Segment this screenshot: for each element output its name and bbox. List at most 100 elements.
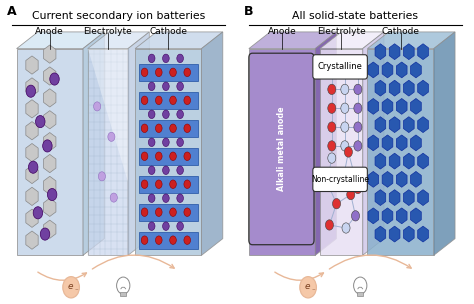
Text: e: e: [67, 282, 73, 291]
Circle shape: [110, 193, 118, 202]
Polygon shape: [382, 135, 393, 151]
Circle shape: [170, 208, 176, 216]
Circle shape: [148, 54, 155, 63]
Polygon shape: [375, 117, 386, 133]
Polygon shape: [201, 32, 223, 255]
Polygon shape: [44, 45, 56, 63]
Circle shape: [117, 277, 130, 294]
Circle shape: [36, 116, 45, 128]
Circle shape: [93, 102, 100, 111]
Circle shape: [300, 277, 317, 298]
Polygon shape: [26, 78, 38, 96]
Circle shape: [47, 188, 57, 201]
Polygon shape: [410, 171, 421, 187]
Polygon shape: [375, 190, 386, 206]
Circle shape: [43, 140, 52, 152]
Text: Anode: Anode: [268, 27, 296, 36]
Polygon shape: [88, 49, 128, 255]
Circle shape: [99, 172, 106, 181]
Circle shape: [155, 68, 162, 77]
Circle shape: [177, 194, 183, 202]
Text: B: B: [244, 5, 254, 18]
Polygon shape: [403, 226, 414, 242]
Circle shape: [155, 152, 162, 161]
Circle shape: [325, 220, 333, 230]
Circle shape: [177, 82, 183, 91]
Circle shape: [341, 103, 349, 113]
Circle shape: [346, 189, 355, 200]
Polygon shape: [44, 111, 56, 129]
Circle shape: [184, 236, 191, 244]
Circle shape: [155, 236, 162, 244]
Circle shape: [341, 141, 349, 151]
Circle shape: [163, 110, 169, 119]
Text: All solid-state batteries: All solid-state batteries: [292, 11, 419, 21]
Polygon shape: [375, 153, 386, 169]
Polygon shape: [44, 176, 56, 195]
FancyBboxPatch shape: [138, 120, 198, 137]
FancyArrowPatch shape: [275, 272, 323, 280]
Circle shape: [177, 110, 183, 119]
Polygon shape: [368, 98, 379, 114]
Polygon shape: [320, 32, 384, 49]
Circle shape: [184, 96, 191, 105]
Circle shape: [170, 124, 176, 133]
Circle shape: [63, 277, 80, 298]
Circle shape: [163, 54, 169, 63]
Circle shape: [354, 277, 367, 294]
Circle shape: [328, 103, 336, 113]
Polygon shape: [418, 80, 428, 96]
Circle shape: [184, 180, 191, 188]
FancyBboxPatch shape: [138, 204, 198, 221]
FancyArrowPatch shape: [92, 255, 174, 269]
Polygon shape: [249, 49, 315, 255]
Text: Anode: Anode: [36, 27, 64, 36]
Polygon shape: [410, 135, 421, 151]
Circle shape: [170, 180, 176, 188]
Polygon shape: [315, 32, 337, 255]
Polygon shape: [418, 117, 428, 133]
Polygon shape: [26, 231, 38, 249]
Polygon shape: [382, 62, 393, 78]
Circle shape: [155, 180, 162, 188]
Circle shape: [184, 152, 191, 161]
Circle shape: [155, 208, 162, 216]
Polygon shape: [396, 98, 407, 114]
FancyArrowPatch shape: [329, 255, 411, 269]
Circle shape: [170, 68, 176, 77]
FancyBboxPatch shape: [138, 64, 198, 81]
Circle shape: [170, 152, 176, 161]
Circle shape: [50, 73, 59, 85]
Circle shape: [148, 194, 155, 202]
Polygon shape: [26, 165, 38, 184]
Circle shape: [328, 141, 336, 151]
Circle shape: [141, 236, 148, 244]
FancyArrowPatch shape: [38, 272, 86, 280]
Polygon shape: [368, 62, 379, 78]
Polygon shape: [375, 80, 386, 96]
Circle shape: [170, 236, 176, 244]
Circle shape: [177, 138, 183, 147]
Circle shape: [351, 211, 359, 221]
Circle shape: [163, 138, 169, 147]
Text: Non-crystalline: Non-crystalline: [311, 175, 369, 184]
Polygon shape: [389, 153, 400, 169]
Polygon shape: [83, 32, 104, 255]
Polygon shape: [26, 56, 38, 74]
Circle shape: [354, 122, 362, 132]
Polygon shape: [26, 122, 38, 140]
FancyBboxPatch shape: [138, 148, 198, 165]
Text: Cathode: Cathode: [149, 27, 187, 36]
Circle shape: [328, 65, 336, 76]
Polygon shape: [320, 49, 363, 255]
Circle shape: [354, 84, 362, 95]
Circle shape: [354, 141, 362, 151]
Polygon shape: [418, 226, 428, 242]
Polygon shape: [44, 220, 56, 238]
Text: Alkali metal anode: Alkali metal anode: [277, 107, 286, 191]
FancyBboxPatch shape: [138, 92, 198, 109]
Text: Cathode: Cathode: [382, 27, 419, 36]
Polygon shape: [44, 89, 56, 107]
Polygon shape: [17, 32, 104, 49]
Circle shape: [163, 166, 169, 174]
